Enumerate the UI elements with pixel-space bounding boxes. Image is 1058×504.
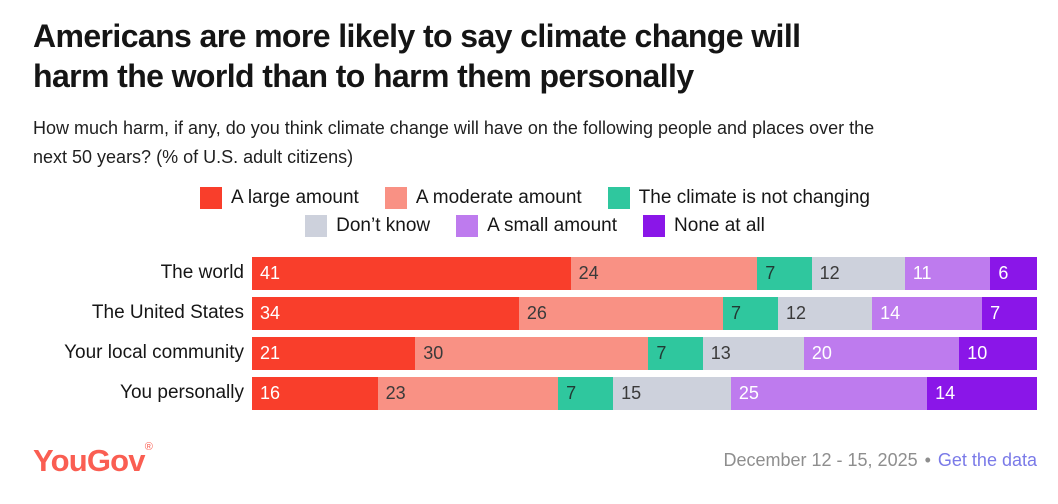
segment-value: 7 bbox=[765, 262, 776, 283]
legend-label: The climate is not changing bbox=[638, 186, 870, 208]
legend-row: Don’t know A small amount None at all bbox=[33, 214, 1037, 237]
stacked-bar-chart: The world 41 24 7 12 11 6 The United States 34 26… bbox=[33, 256, 1038, 410]
category-label: You personally bbox=[120, 382, 244, 404]
segment-value: 34 bbox=[260, 302, 281, 323]
chart-row: The United States 34 26 7 12 14 7 bbox=[33, 296, 1038, 330]
legend: A large amount A moderate amount The clima… bbox=[33, 186, 1037, 237]
stacked-bar: 16 23 7 15 25 14 bbox=[252, 376, 1037, 410]
stacked-bar: 34 26 7 12 14 7 bbox=[252, 296, 1038, 330]
legend-item: Don’t know bbox=[305, 214, 431, 237]
bar-segment: 23 bbox=[377, 376, 559, 410]
bar-segment: 14 bbox=[872, 296, 983, 330]
bar-segment: 30 bbox=[415, 336, 649, 370]
segment-value: 25 bbox=[738, 382, 759, 403]
bar-segment: 15 bbox=[613, 376, 731, 410]
segment-value: 26 bbox=[526, 302, 547, 323]
chart-page: Americans are more likely to say climate… bbox=[33, 18, 1038, 479]
get-the-data-link[interactable]: Get the data bbox=[937, 450, 1037, 471]
segment-value: 7 bbox=[990, 302, 1001, 323]
legend-swatch-icon bbox=[200, 186, 223, 209]
bar-segment: 20 bbox=[803, 336, 960, 370]
logo-text: YouGov bbox=[33, 442, 146, 478]
segment-value: 14 bbox=[935, 382, 956, 403]
legend-item: A moderate amount bbox=[384, 186, 582, 209]
segment-value: 7 bbox=[731, 302, 742, 323]
stacked-bar: 41 24 7 12 11 6 bbox=[252, 256, 1037, 290]
bar-segment: 21 bbox=[252, 336, 416, 370]
chart-row: You personally 16 23 7 15 25 14 bbox=[33, 376, 1037, 410]
legend-item: A large amount bbox=[200, 186, 359, 209]
bar-segment: 34 bbox=[252, 296, 519, 330]
footer-meta: December 12 - 15, 2025 • Get the data bbox=[723, 450, 1037, 471]
segment-value: 30 bbox=[423, 342, 444, 363]
segment-value: 11 bbox=[912, 262, 932, 283]
footer: YouGov® December 12 - 15, 2025 • Get the… bbox=[33, 440, 1037, 479]
segment-value: 12 bbox=[819, 262, 840, 283]
segment-value: 10 bbox=[967, 342, 988, 363]
legend-item: None at all bbox=[643, 214, 765, 237]
segment-value: 13 bbox=[710, 342, 731, 363]
chart-row: The world 41 24 7 12 11 6 bbox=[33, 256, 1037, 290]
chart-row: Your local community 21 30 7 13 20 10 bbox=[33, 336, 1038, 370]
date-range: December 12 - 15, 2025 bbox=[723, 450, 918, 471]
bar-segment: 7 bbox=[982, 296, 1038, 330]
segment-value: 7 bbox=[566, 382, 577, 403]
category-label: The world bbox=[160, 262, 244, 284]
bar-segment: 7 bbox=[757, 256, 812, 290]
category-label: Your local community bbox=[64, 342, 244, 364]
segment-value: 15 bbox=[621, 382, 642, 403]
legend-label: Don’t know bbox=[336, 214, 431, 236]
yougov-logo: YouGov® bbox=[33, 440, 153, 479]
legend-swatch-icon bbox=[456, 214, 479, 237]
legend-label: None at all bbox=[674, 214, 765, 236]
bar-segment: 13 bbox=[702, 336, 804, 370]
legend-label: A small amount bbox=[487, 214, 618, 236]
segment-value: 24 bbox=[578, 262, 599, 283]
segment-value: 6 bbox=[998, 262, 1009, 283]
bar-segment: 41 bbox=[252, 256, 571, 290]
legend-swatch-icon bbox=[607, 186, 630, 209]
segment-value: 12 bbox=[785, 302, 806, 323]
bar-segment: 14 bbox=[927, 376, 1037, 410]
legend-item: A small amount bbox=[456, 214, 618, 237]
bar-segment: 12 bbox=[777, 296, 873, 330]
legend-row: A large amount A moderate amount The clima… bbox=[33, 186, 1037, 209]
bar-segment: 11 bbox=[904, 256, 991, 290]
page-title: Americans are more likely to say climate… bbox=[33, 18, 801, 95]
segment-value: 41 bbox=[260, 262, 281, 283]
stacked-bar: 21 30 7 13 20 10 bbox=[252, 336, 1038, 370]
legend-swatch-icon bbox=[384, 186, 407, 209]
bar-segment: 10 bbox=[959, 336, 1038, 370]
legend-label: A moderate amount bbox=[415, 186, 582, 208]
bar-segment: 26 bbox=[518, 296, 723, 330]
segment-value: 23 bbox=[385, 382, 406, 403]
segment-value: 14 bbox=[880, 302, 901, 323]
bar-segment: 7 bbox=[558, 376, 614, 410]
segment-value: 7 bbox=[656, 342, 667, 363]
segment-value: 20 bbox=[811, 342, 832, 363]
bar-segment: 7 bbox=[648, 336, 703, 370]
bar-segment: 7 bbox=[723, 296, 778, 330]
chart-subtitle: How much harm, if any, do you think clim… bbox=[33, 117, 875, 167]
legend-swatch-icon bbox=[305, 214, 328, 237]
registered-mark-icon: ® bbox=[144, 440, 153, 453]
legend-item: The climate is not changing bbox=[607, 186, 870, 209]
bar-segment: 25 bbox=[730, 376, 928, 410]
bar-segment: 6 bbox=[990, 256, 1037, 290]
segment-value: 21 bbox=[260, 342, 281, 363]
bar-segment: 12 bbox=[811, 256, 905, 290]
separator-dot: • bbox=[924, 450, 931, 471]
bar-segment: 16 bbox=[252, 376, 378, 410]
category-label: The United States bbox=[91, 302, 244, 324]
segment-value: 16 bbox=[260, 382, 281, 403]
bar-segment: 24 bbox=[570, 256, 758, 290]
legend-swatch-icon bbox=[643, 214, 666, 237]
legend-label: A large amount bbox=[231, 186, 359, 208]
